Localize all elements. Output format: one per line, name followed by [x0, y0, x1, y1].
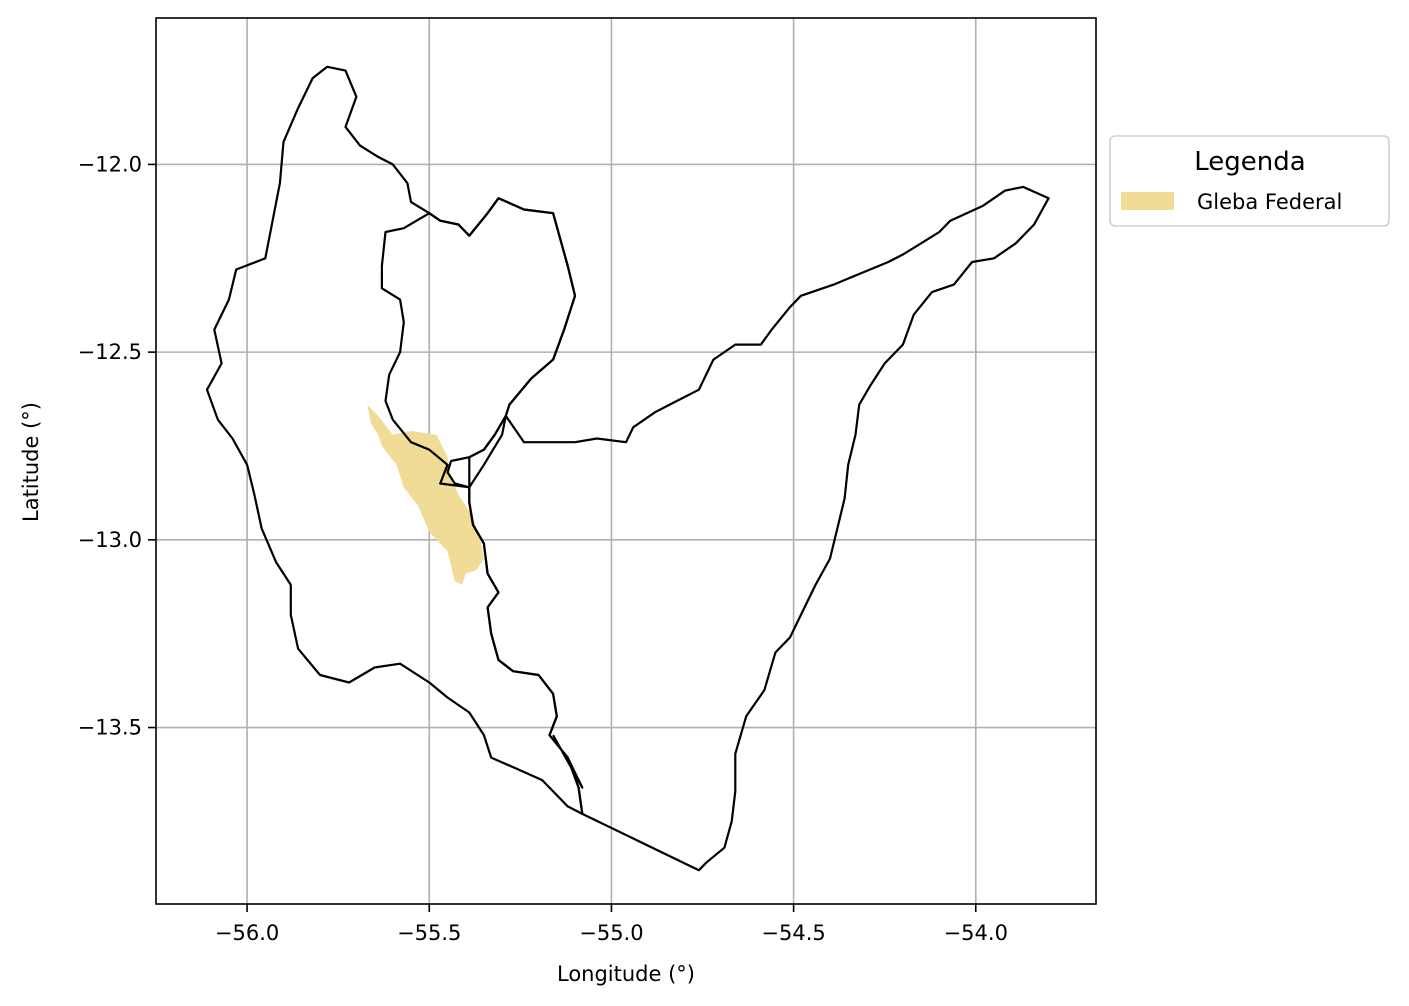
y-tick-label: −12.0 [78, 152, 142, 176]
x-ticks: −56.0 −55.5 −55.0 −54.5 −54.0 [215, 904, 1008, 945]
y-tick-label: −13.5 [78, 716, 142, 740]
x-tick-label: −54.5 [761, 921, 825, 945]
legend-label-gleba-federal: Gleba Federal [1197, 190, 1342, 214]
y-tick-label: −13.0 [78, 528, 142, 552]
x-tick-label: −54.0 [944, 921, 1008, 945]
legend-title: Legenda [1194, 147, 1305, 177]
gleba-federal-layer [367, 404, 484, 585]
plot-area [156, 18, 1096, 904]
legend-box [1109, 135, 1390, 227]
x-tick-label: −55.5 [397, 921, 461, 945]
y-axis-label: Latitude (°) [19, 402, 43, 522]
legend-swatch-gleba-federal [1121, 192, 1174, 210]
plot-frame [155, 17, 1097, 905]
y-ticks: −12.0 −12.5 −13.0 −13.5 [78, 152, 156, 740]
x-tick-label: −55.0 [579, 921, 643, 945]
basin-boundaries-layer [205, 65, 1050, 872]
boundary-southern-connector [552, 734, 584, 789]
y-tick-label: −12.5 [78, 340, 142, 364]
boundary-eastern-basin [468, 185, 1050, 872]
legend: Legenda Gleba Federal [1109, 135, 1390, 227]
boundary-northern-basin [380, 197, 577, 489]
x-tick-label: −56.0 [215, 921, 279, 945]
gleba-federal-area [367, 404, 484, 585]
x-axis-label: Longitude (°) [557, 962, 695, 986]
